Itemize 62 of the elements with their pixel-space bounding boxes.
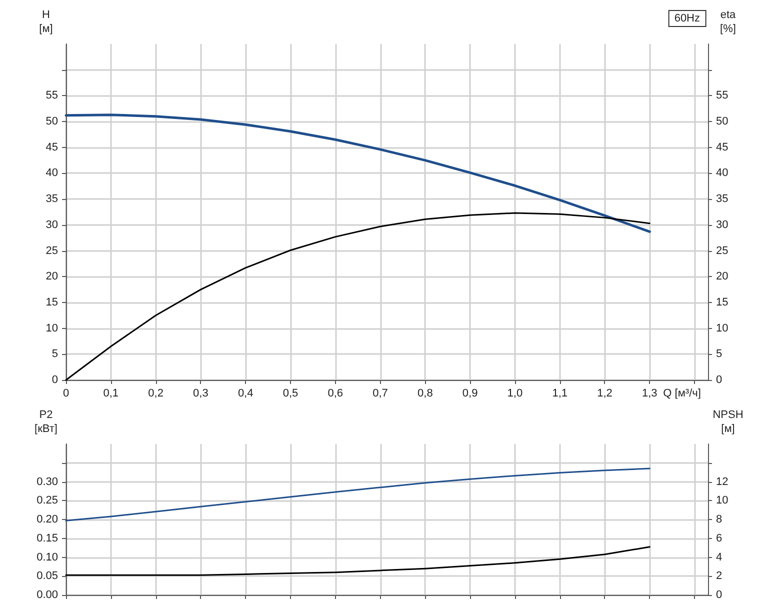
x-tick-label: 0,3: [193, 388, 208, 400]
y2-tick-label: 2: [716, 570, 722, 582]
x-tick-label: 0,1: [103, 388, 119, 400]
y-tick-label: 40: [46, 167, 58, 180]
x-tick-label: 1,2: [597, 388, 612, 400]
y-tick-label: 55: [46, 90, 58, 102]
y-tick-label: 0.05: [36, 570, 58, 582]
x-axis-title: Q [м³/ч]: [663, 388, 701, 400]
y2-tick-label: 10: [716, 322, 728, 334]
y-tick-label: 35: [46, 193, 58, 206]
x-tick-label: 0,8: [418, 388, 433, 400]
line-series: [64, 114, 651, 233]
y2-tick-label: 25: [716, 244, 728, 257]
x-tick-label: 0,2: [148, 388, 164, 400]
y-tick-label: 10: [46, 322, 58, 334]
y-tick-label: 0.00: [36, 589, 58, 601]
y2-tick-label: 40: [716, 167, 728, 180]
y2-tick-label: 10: [716, 494, 728, 507]
line-series: [65, 212, 650, 381]
y-tick-label: 25: [46, 244, 58, 257]
y-tick-label: 30: [46, 218, 58, 231]
x-tick-label: 1,1: [552, 388, 568, 400]
y-tick-label: 5: [52, 348, 58, 360]
x-tick-label: 0,6: [328, 388, 344, 400]
y2-tick-label: 50: [716, 116, 728, 128]
y2-tick-label: 30: [716, 218, 728, 231]
y2-tick-label: 0: [716, 589, 722, 601]
y2-tick-label: 8: [716, 514, 722, 526]
x-tick-label: 0: [62, 388, 70, 400]
y-tick-label: 0.30: [36, 476, 58, 488]
x-tick-label: 0,9: [462, 388, 478, 400]
y-tick-label: 15: [46, 296, 58, 308]
y-tick-label: 0.25: [36, 494, 58, 507]
y-axis-title: H [м]: [39, 9, 53, 35]
y-tick-label: 50: [46, 116, 58, 128]
y2-tick-label: 20: [716, 270, 728, 283]
y2-tick-label: 45: [716, 141, 728, 154]
y2-axis-title: eta [%]: [720, 9, 737, 35]
y2-axis-title: NPSH [м]: [712, 409, 744, 435]
y2-tick-label: 15: [716, 296, 728, 308]
x-tick-label: 0,4: [238, 388, 254, 400]
line-series: [65, 546, 650, 576]
y2-tick-label: 55: [716, 90, 728, 102]
y-axis-title: P2 [кВт]: [34, 409, 58, 435]
x-tick-label: 1,0: [507, 388, 523, 400]
x-tick-label: 1,3: [642, 388, 658, 400]
x-tick-label: 0,5: [282, 388, 298, 400]
y2-tick-label: 5: [716, 348, 722, 360]
y-tick-label: 20: [46, 270, 58, 283]
y2-tick-label: 35: [716, 193, 728, 206]
y-tick-label: 0.15: [36, 532, 58, 544]
y-tick-label: 0.10: [36, 551, 58, 564]
line-series: [65, 468, 650, 522]
chart-title: 60Hz: [674, 12, 700, 24]
y-tick-label: 0: [52, 374, 58, 386]
y2-tick-label: 12: [716, 476, 728, 488]
x-tick-label: 0,7: [372, 388, 388, 400]
y2-tick-label: 6: [716, 532, 722, 544]
y2-tick-label: 0: [716, 374, 722, 386]
y2-tick-label: 4: [716, 551, 722, 564]
y-tick-label: 0.20: [36, 514, 58, 526]
y-tick-label: 45: [46, 141, 58, 154]
